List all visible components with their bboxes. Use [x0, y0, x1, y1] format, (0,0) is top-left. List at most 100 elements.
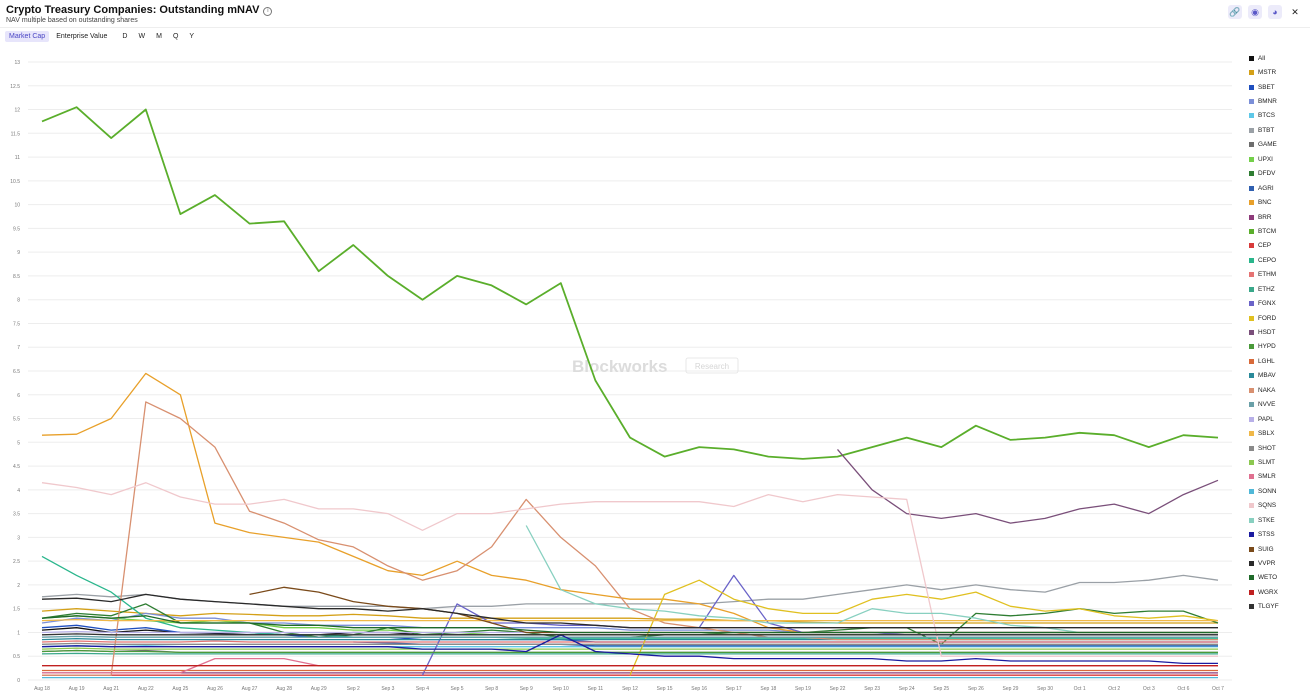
legend-item-tlgyf[interactable]: TLGYF [1249, 600, 1279, 614]
header-divider [0, 27, 1310, 28]
y-tick-label: 12.5 [10, 84, 20, 90]
legend-swatch [1249, 330, 1254, 336]
legend-swatch [1249, 70, 1254, 76]
legend-label: BTCS [1258, 112, 1276, 120]
legend-item-mbav[interactable]: MBAV [1249, 369, 1279, 383]
x-tick-label: Oct 6 [1177, 686, 1189, 692]
legend-item-sblx[interactable]: SBLX [1249, 426, 1279, 440]
legend-swatch [1249, 387, 1254, 393]
legend-item-shot[interactable]: SHOT [1249, 441, 1279, 455]
legend-item-nvve[interactable]: NVVE [1249, 398, 1279, 412]
legend-swatch [1249, 373, 1254, 379]
legend-item-brr[interactable]: BRR [1249, 210, 1279, 224]
legend-label: BMNR [1258, 98, 1277, 106]
legend-item-ford[interactable]: FORD [1249, 311, 1279, 325]
camera-icon[interactable]: ◉ [1248, 5, 1262, 19]
legend-item-sqns[interactable]: SQNS [1249, 499, 1279, 513]
x-tick-label: Sep 11 [588, 686, 604, 692]
y-tick-label: 0 [17, 678, 20, 684]
legend-swatch [1249, 488, 1254, 494]
period-w-button[interactable]: W [138, 33, 146, 40]
legend-item-papl[interactable]: PAPL [1249, 412, 1279, 426]
legend-label: NVVE [1258, 401, 1276, 409]
series-line-vvpr [41, 593, 1218, 629]
y-tick-label: 4.5 [13, 464, 20, 470]
x-tick-label: Aug 18 [34, 686, 50, 692]
legend-item-mstr[interactable]: MSTR [1249, 65, 1279, 79]
legend-item-naka[interactable]: NAKA [1249, 383, 1279, 397]
legend-item-hsdt[interactable]: HSDT [1249, 325, 1279, 339]
y-tick-label: 4 [17, 488, 20, 494]
legend-item-lghl[interactable]: LGHL [1249, 354, 1279, 368]
y-tick-label: 11.5 [11, 131, 21, 137]
period-d-button[interactable]: D [122, 33, 128, 40]
x-tick-label: Aug 26 [207, 686, 223, 692]
period-q-button[interactable]: Q [172, 33, 179, 40]
legend-item-ethm[interactable]: ETHM [1249, 268, 1279, 282]
legend-item-btcs[interactable]: BTCS [1249, 109, 1279, 123]
x-tick-label: Sep 29 [1003, 686, 1019, 692]
metric-market-cap-button[interactable]: Market Cap [5, 31, 50, 42]
legend-item-smlr[interactable]: SMLR [1249, 470, 1279, 484]
legend-label: SQNS [1258, 502, 1277, 510]
x-tick-label: Aug 27 [242, 686, 258, 692]
legend-item-cepo[interactable]: CEPO [1249, 253, 1279, 267]
legend-label: WGRX [1258, 588, 1278, 596]
x-tick-label: Sep 24 [899, 686, 915, 692]
period-m-button[interactable]: M [156, 33, 162, 40]
series-line-btcm [41, 106, 1219, 460]
legend-swatch [1249, 113, 1254, 119]
legend-item-suig[interactable]: SUIG [1249, 542, 1279, 556]
series-line-fgnx [421, 574, 1218, 676]
legend-item-bmnr[interactable]: BMNR [1249, 94, 1279, 108]
series-line-slmt [41, 647, 1218, 650]
series-line-mstr [41, 608, 1218, 624]
legend-item-hypd[interactable]: HYPD [1249, 340, 1279, 354]
legend-item-all[interactable]: All [1249, 51, 1279, 65]
legend-item-slmt[interactable]: SLMT [1249, 455, 1279, 469]
legend-label: BNC [1258, 199, 1272, 207]
legend-item-wgrx[interactable]: WGRX [1249, 585, 1279, 599]
legend-item-agri[interactable]: AGRI [1249, 181, 1279, 195]
metric-enterprise-value-button[interactable]: Enterprise Value [56, 33, 108, 40]
legend-swatch [1249, 156, 1254, 162]
series-line-shot [41, 642, 1218, 645]
legend-label: HYPD [1258, 343, 1276, 351]
legend-item-stss[interactable]: STSS [1249, 527, 1279, 541]
close-icon[interactable]: ✕ [1291, 7, 1299, 17]
legend-item-game[interactable]: GAME [1249, 138, 1279, 152]
legend-item-bnc[interactable]: BNC [1249, 195, 1279, 209]
x-tick-label: Aug 25 [172, 686, 188, 692]
legend-item-vvpr[interactable]: VVPR [1249, 556, 1279, 570]
link-icon[interactable]: 🔗 [1228, 5, 1242, 19]
legend-item-dfdv[interactable]: DFDV [1249, 167, 1279, 181]
legend-label: STKE [1258, 516, 1275, 524]
legend-item-fgnx[interactable]: FGNX [1249, 296, 1279, 310]
x-tick-label: Oct 1 [1074, 686, 1086, 692]
legend-label: GAME [1258, 141, 1277, 149]
period-y-button[interactable]: Y [189, 33, 195, 40]
y-tick-label: 6.5 [13, 369, 20, 375]
legend-item-weto[interactable]: WETO [1249, 571, 1279, 585]
series-line-all [41, 627, 1218, 636]
discord-icon[interactable]: ◕ [1268, 5, 1282, 19]
legend-item-upxi[interactable]: UPXI [1249, 152, 1279, 166]
legend-item-ethz[interactable]: ETHZ [1249, 282, 1279, 296]
x-tick-label: Sep 30 [1037, 686, 1053, 692]
chart-subtitle: NAV multiple based on outstanding shares [6, 17, 138, 24]
info-icon[interactable]: i [263, 7, 273, 16]
legend-item-stke[interactable]: STKE [1249, 513, 1279, 527]
chart-title: Crypto Treasury Companies: Outstanding m… [6, 4, 273, 16]
y-tick-label: 9.5 [13, 226, 20, 232]
y-tick-label: 1 [17, 630, 20, 636]
legend-item-cep[interactable]: CEP [1249, 239, 1279, 253]
legend-item-btcm[interactable]: BTCM [1249, 224, 1279, 238]
legend-item-btbt[interactable]: BTBT [1249, 123, 1279, 137]
line-chart: 00.511.522.533.544.555.566.577.588.599.5… [10, 60, 1232, 692]
legend-item-sbet[interactable]: SBET [1249, 80, 1279, 94]
x-tick-label: Sep 16 [691, 686, 707, 692]
legend-item-sonn[interactable]: SONN [1249, 484, 1279, 498]
legend-label: SBLX [1258, 430, 1275, 438]
legend-label: ETHM [1258, 271, 1277, 279]
y-tick-label: 6 [17, 393, 20, 399]
